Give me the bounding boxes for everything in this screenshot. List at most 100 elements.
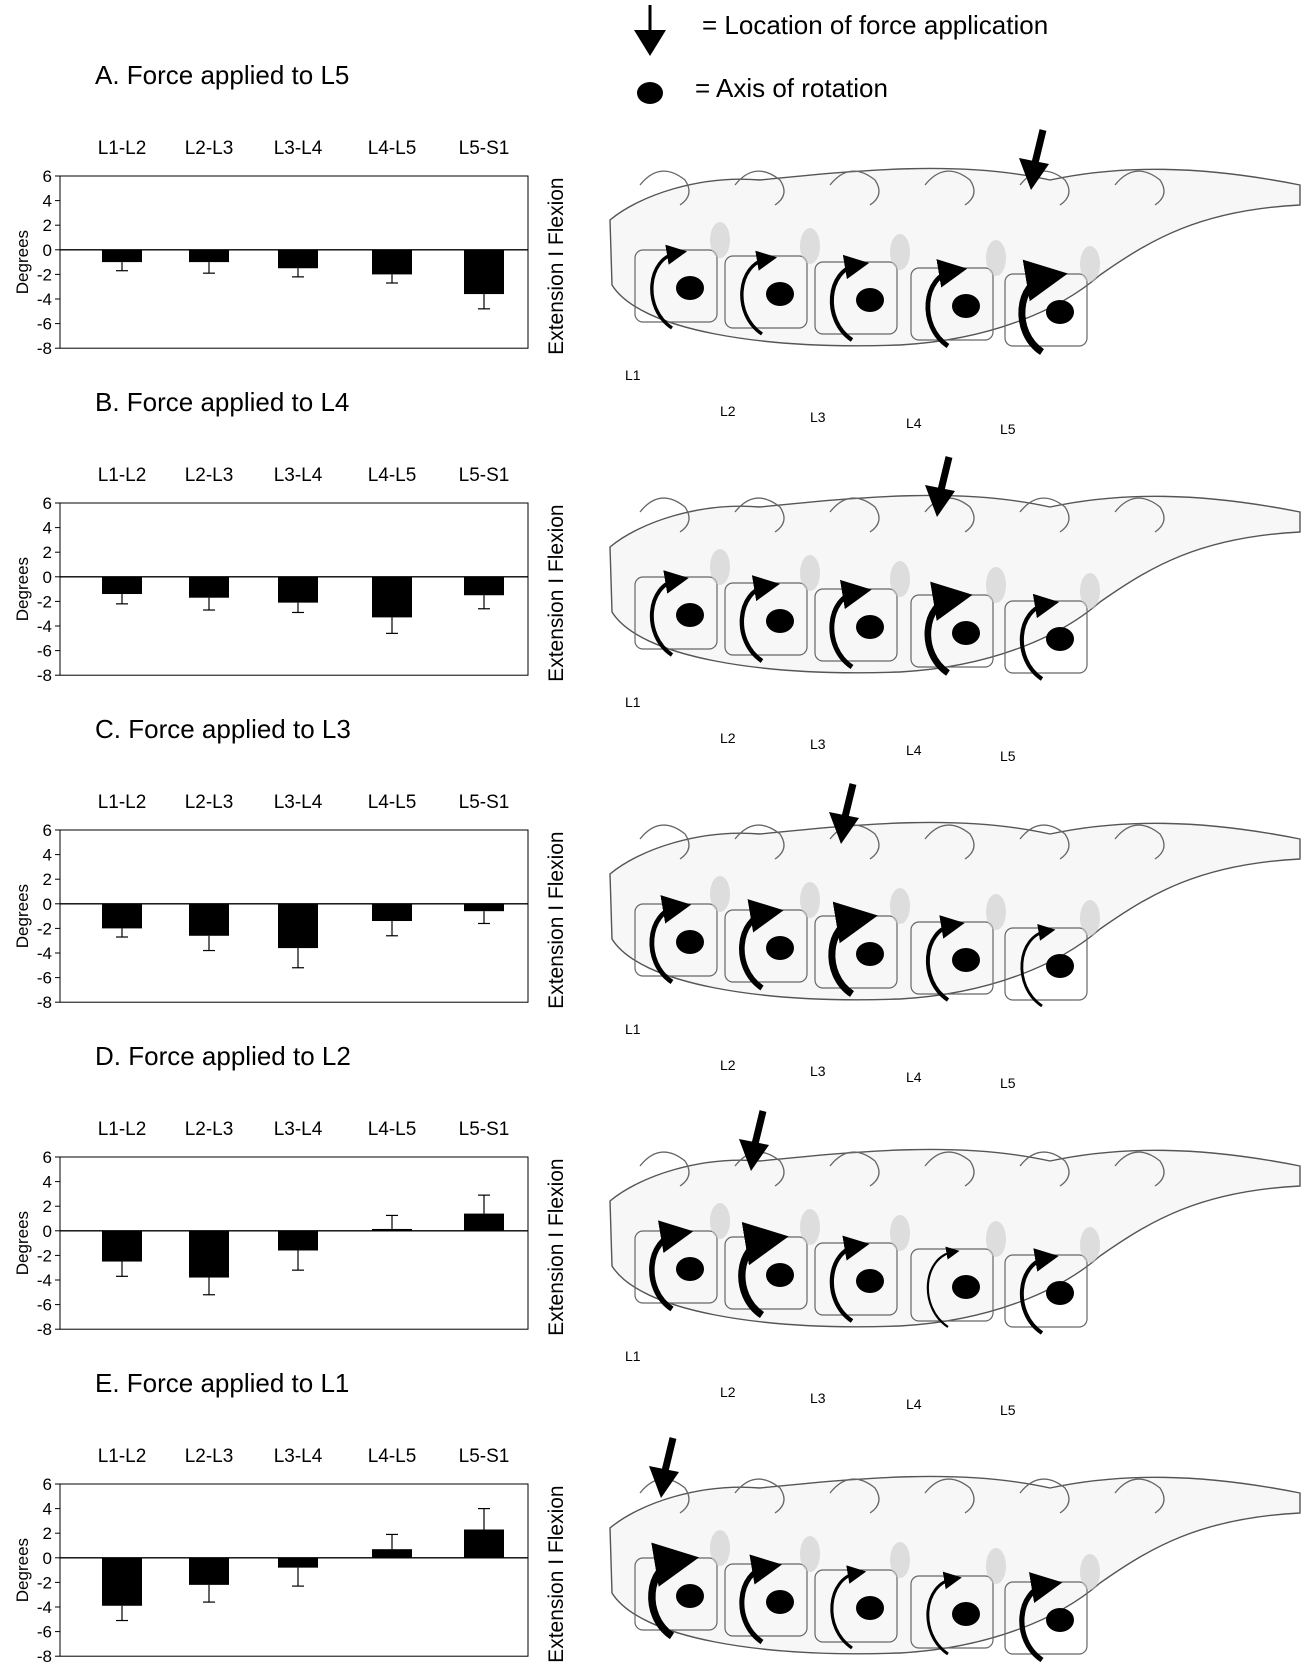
rotation-arrow	[924, 581, 973, 676]
rotation-arrow	[1020, 924, 1056, 1008]
vertebra-label: L5	[1000, 1402, 1016, 1418]
y-axis-label: Degrees	[13, 1538, 32, 1602]
column-label: L1-L2	[98, 1119, 147, 1140]
vertebra-label: L4	[906, 1069, 922, 1085]
y-tick-label: 0	[43, 241, 52, 260]
bar	[278, 903, 318, 949]
disc-shading	[986, 240, 1006, 276]
force-arrow-head	[925, 485, 955, 517]
bar	[189, 903, 229, 936]
spinous-process	[1114, 824, 1165, 860]
spinous-process	[639, 824, 690, 860]
rotation-arrow	[649, 895, 692, 984]
spinous-process	[734, 1478, 785, 1514]
column-label: L2-L3	[185, 1446, 234, 1467]
column-label: L1-L2	[98, 792, 147, 813]
force-arrow-head	[829, 812, 859, 844]
bar	[102, 1557, 142, 1606]
rotation-axis-dot	[952, 1602, 980, 1626]
y-tick-label: 6	[43, 821, 52, 840]
y-tick-label: -2	[37, 919, 52, 938]
vertebra-label: L1	[625, 694, 641, 710]
force-arrow-shaft	[937, 456, 953, 491]
disc-shading	[800, 1536, 820, 1572]
spinous-process	[1114, 1478, 1165, 1514]
extension-flexion-label: Extension I Flexion	[545, 831, 568, 1008]
column-label: L2-L3	[185, 138, 234, 159]
rotation-axis-dot	[766, 1590, 794, 1614]
disc-shading	[710, 1530, 730, 1566]
y-axis-label: Degrees	[13, 884, 32, 948]
rotation-arrow	[1019, 593, 1060, 681]
y-axis-label: Degrees	[13, 1211, 32, 1275]
y-tick-label: 4	[43, 846, 52, 865]
spinous-process	[1019, 1151, 1070, 1187]
column-label: L2-L3	[185, 1119, 234, 1140]
vertebra-label: L2	[720, 1057, 736, 1073]
rotation-axis-legend-icon	[637, 82, 663, 104]
y-tick-label: -8	[37, 1647, 52, 1666]
column-label: L4-L5	[368, 138, 417, 159]
bar	[372, 903, 412, 922]
y-tick-label: -6	[37, 315, 52, 334]
y-tick-label: 4	[43, 192, 52, 211]
rotation-arrow	[829, 254, 870, 342]
bar	[464, 1529, 504, 1558]
disc-shading	[1080, 1227, 1100, 1263]
y-tick-label: 4	[43, 519, 52, 538]
extension-flexion-label: Extension I Flexion	[545, 1158, 568, 1335]
rotation-arrow	[1019, 1572, 1063, 1663]
spine-outline	[609, 1475, 1301, 1655]
rotation-arrow	[1019, 1248, 1059, 1335]
rotation-axis-dot	[766, 936, 794, 960]
disc-shading	[890, 234, 910, 270]
y-tick-label: -6	[37, 969, 52, 988]
bar	[102, 903, 142, 929]
y-tick-label: -8	[37, 1320, 52, 1339]
extension-flexion-label: Extension I Flexion	[545, 504, 568, 681]
rotation-axis-dot	[1046, 1608, 1074, 1632]
spinous-process	[734, 824, 785, 860]
y-tick-label: -4	[37, 290, 52, 309]
rotation-arrow	[649, 1220, 694, 1312]
force-arrow-shaft	[1031, 129, 1047, 164]
spinous-process	[1114, 1151, 1165, 1187]
rotation-arrow	[739, 1554, 783, 1645]
y-tick-label: -2	[37, 1573, 52, 1592]
rotation-axis-dot	[766, 282, 794, 306]
plot-frame	[59, 1483, 529, 1657]
spinous-process	[1114, 170, 1165, 206]
bar	[464, 576, 504, 596]
vertebra-label: L5	[1000, 748, 1016, 764]
rotation-arrow	[740, 250, 778, 336]
spinous-process	[924, 170, 975, 206]
rotation-axis-dot	[856, 942, 884, 966]
legend-axis-text: = Axis of rotation	[695, 73, 888, 103]
y-tick-label: 2	[43, 1197, 52, 1216]
y-tick-label: -4	[37, 1598, 52, 1617]
disc-shading	[890, 888, 910, 924]
y-tick-label: -8	[37, 339, 52, 358]
column-label: L5-S1	[459, 465, 510, 486]
spinous-process	[829, 1151, 880, 1187]
spinous-process	[829, 1478, 880, 1514]
column-label: L1-L2	[98, 465, 147, 486]
y-tick-label: 6	[43, 494, 52, 513]
extension-flexion-label: Extension I Flexion	[545, 1485, 568, 1662]
rotation-axis-dot	[676, 1257, 704, 1281]
disc-shading	[1080, 573, 1100, 609]
y-tick-label: 2	[43, 216, 52, 235]
y-tick-label: -6	[37, 1623, 52, 1642]
vertebra-label: L5	[1000, 421, 1016, 437]
spinous-process	[924, 1478, 975, 1514]
column-label: L1-L2	[98, 1446, 147, 1467]
bar	[189, 1557, 229, 1585]
vertebra-label: L4	[906, 415, 922, 431]
panel-title: B. Force applied to L4	[95, 387, 349, 417]
bar	[372, 1228, 412, 1231]
y-tick-label: -8	[37, 666, 52, 685]
rotation-axis-dot	[1046, 954, 1074, 978]
